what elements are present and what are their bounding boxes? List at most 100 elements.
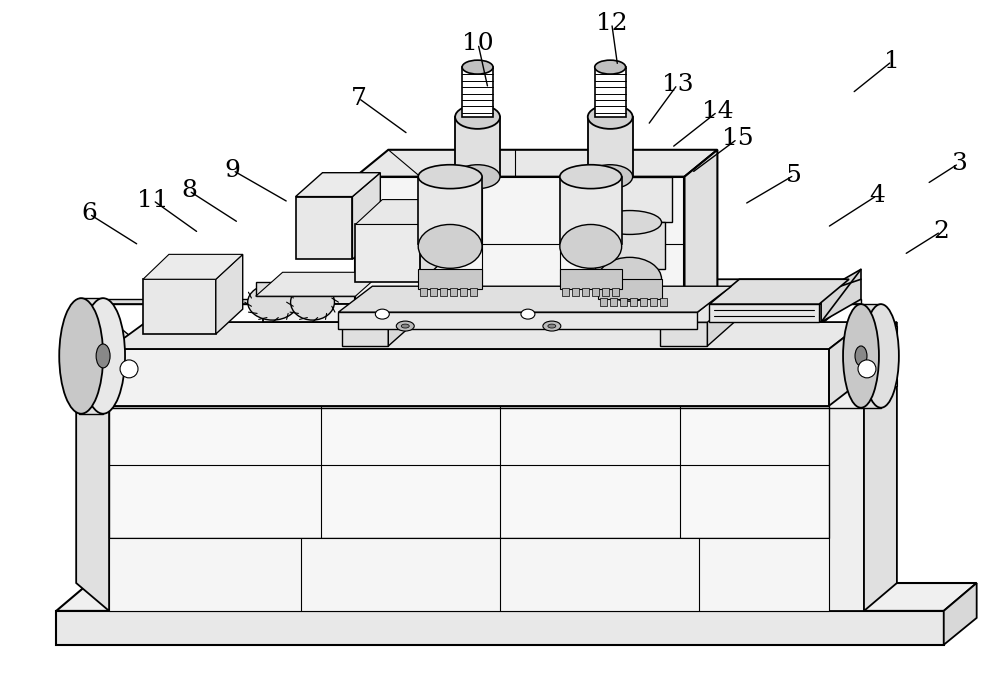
Ellipse shape [291, 285, 334, 320]
Ellipse shape [855, 346, 867, 366]
Polygon shape [595, 67, 626, 117]
Bar [640, 298, 647, 306]
Polygon shape [76, 322, 109, 611]
Ellipse shape [598, 211, 662, 235]
Polygon shape [263, 279, 854, 304]
Polygon shape [103, 299, 861, 304]
Polygon shape [216, 254, 243, 334]
Polygon shape [109, 538, 829, 611]
Bar [572, 288, 579, 296]
Ellipse shape [120, 360, 138, 378]
Ellipse shape [248, 285, 298, 320]
Ellipse shape [418, 224, 482, 268]
Bar [612, 288, 619, 296]
Polygon shape [109, 349, 146, 611]
Polygon shape [560, 176, 622, 244]
Ellipse shape [560, 165, 622, 189]
Text: 6: 6 [81, 202, 97, 226]
Ellipse shape [548, 324, 556, 328]
Ellipse shape [401, 324, 409, 328]
Text: 12: 12 [596, 12, 628, 35]
Bar [450, 288, 457, 296]
Text: 13: 13 [662, 73, 693, 96]
Polygon shape [109, 322, 864, 349]
Polygon shape [256, 282, 355, 296]
Ellipse shape [462, 60, 493, 74]
Text: 5: 5 [786, 163, 802, 187]
Polygon shape [598, 279, 662, 299]
Polygon shape [829, 322, 864, 406]
Ellipse shape [863, 304, 899, 408]
Ellipse shape [375, 309, 389, 319]
Polygon shape [355, 200, 448, 224]
Bar [602, 288, 609, 296]
Ellipse shape [521, 309, 535, 319]
Bar [460, 288, 467, 296]
Ellipse shape [455, 105, 500, 129]
Ellipse shape [843, 304, 879, 408]
Ellipse shape [455, 165, 500, 189]
Polygon shape [462, 67, 493, 117]
Polygon shape [944, 583, 977, 645]
Text: 14: 14 [702, 101, 733, 123]
Polygon shape [263, 304, 824, 322]
Ellipse shape [96, 344, 110, 368]
Text: 1: 1 [884, 50, 900, 73]
Polygon shape [418, 176, 482, 244]
Polygon shape [560, 269, 622, 289]
Text: 2: 2 [933, 220, 949, 243]
Polygon shape [829, 322, 897, 349]
Polygon shape [355, 176, 684, 322]
Polygon shape [143, 254, 243, 279]
Bar [430, 288, 437, 296]
Polygon shape [854, 379, 897, 386]
Polygon shape [684, 150, 717, 322]
Polygon shape [707, 299, 734, 346]
Bar [660, 298, 667, 306]
Ellipse shape [588, 105, 633, 129]
Polygon shape [418, 269, 482, 289]
Polygon shape [388, 299, 415, 346]
Bar [620, 298, 627, 306]
Polygon shape [455, 117, 500, 176]
Text: 3: 3 [951, 152, 967, 175]
Polygon shape [76, 322, 109, 406]
Polygon shape [296, 172, 380, 196]
Polygon shape [709, 279, 849, 304]
Text: 7: 7 [350, 87, 366, 109]
Bar [610, 298, 617, 306]
Polygon shape [595, 222, 665, 269]
Polygon shape [590, 176, 672, 222]
Polygon shape [355, 224, 420, 282]
Polygon shape [143, 279, 216, 334]
Polygon shape [420, 200, 448, 282]
Polygon shape [109, 406, 829, 538]
Polygon shape [109, 349, 829, 406]
Polygon shape [256, 272, 382, 296]
Polygon shape [76, 322, 146, 349]
Ellipse shape [81, 298, 125, 414]
Ellipse shape [588, 165, 633, 189]
Bar [582, 288, 589, 296]
Polygon shape [56, 583, 977, 611]
Polygon shape [79, 298, 103, 414]
Polygon shape [342, 322, 388, 346]
Ellipse shape [560, 224, 622, 268]
Polygon shape [864, 322, 897, 611]
Polygon shape [588, 117, 633, 176]
Ellipse shape [598, 257, 662, 301]
Polygon shape [829, 349, 864, 611]
Bar [592, 288, 599, 296]
Ellipse shape [396, 321, 414, 331]
Polygon shape [355, 150, 717, 176]
Bar [600, 298, 607, 306]
Bar [440, 288, 447, 296]
Text: 11: 11 [137, 189, 169, 212]
Text: 9: 9 [225, 159, 241, 182]
Ellipse shape [858, 360, 876, 378]
Bar [420, 288, 427, 296]
Text: 8: 8 [181, 179, 197, 202]
Polygon shape [660, 322, 707, 346]
Bar [630, 298, 637, 306]
Text: 4: 4 [869, 184, 885, 207]
